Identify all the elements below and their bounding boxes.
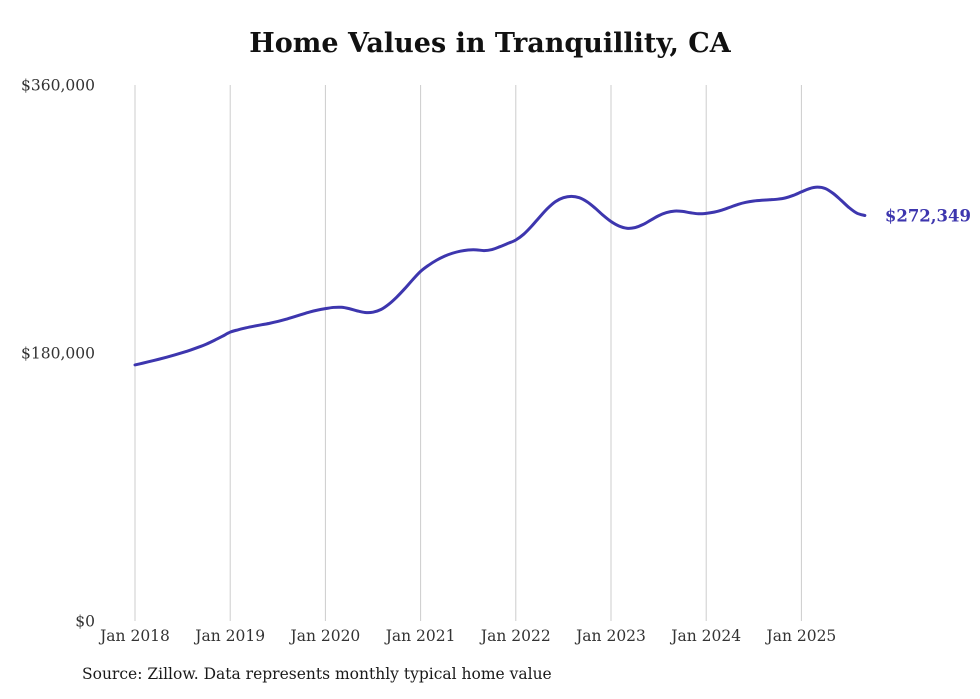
end-value-label: $272,349: [885, 207, 971, 226]
chart-title: Home Values in Tranquillity, CA: [249, 28, 731, 59]
y-tick-label: $360,000: [21, 77, 95, 95]
x-tick-label: Jan 2022: [479, 627, 551, 645]
y-tick-label: $180,000: [21, 345, 95, 363]
source-note: Source: Zillow. Data represents monthly …: [82, 665, 552, 683]
x-tick-label: Jan 2021: [384, 627, 456, 645]
x-tick-label: Jan 2020: [288, 627, 360, 645]
x-tick-label: Jan 2019: [193, 627, 265, 645]
x-tick-label: Jan 2018: [98, 627, 170, 645]
x-tick-label: Jan 2024: [669, 627, 741, 645]
y-tick-label: $0: [75, 613, 95, 631]
value-line: [133, 185, 867, 367]
x-tick-label: Jan 2023: [574, 627, 646, 645]
x-tick-label: Jan 2025: [764, 627, 836, 645]
